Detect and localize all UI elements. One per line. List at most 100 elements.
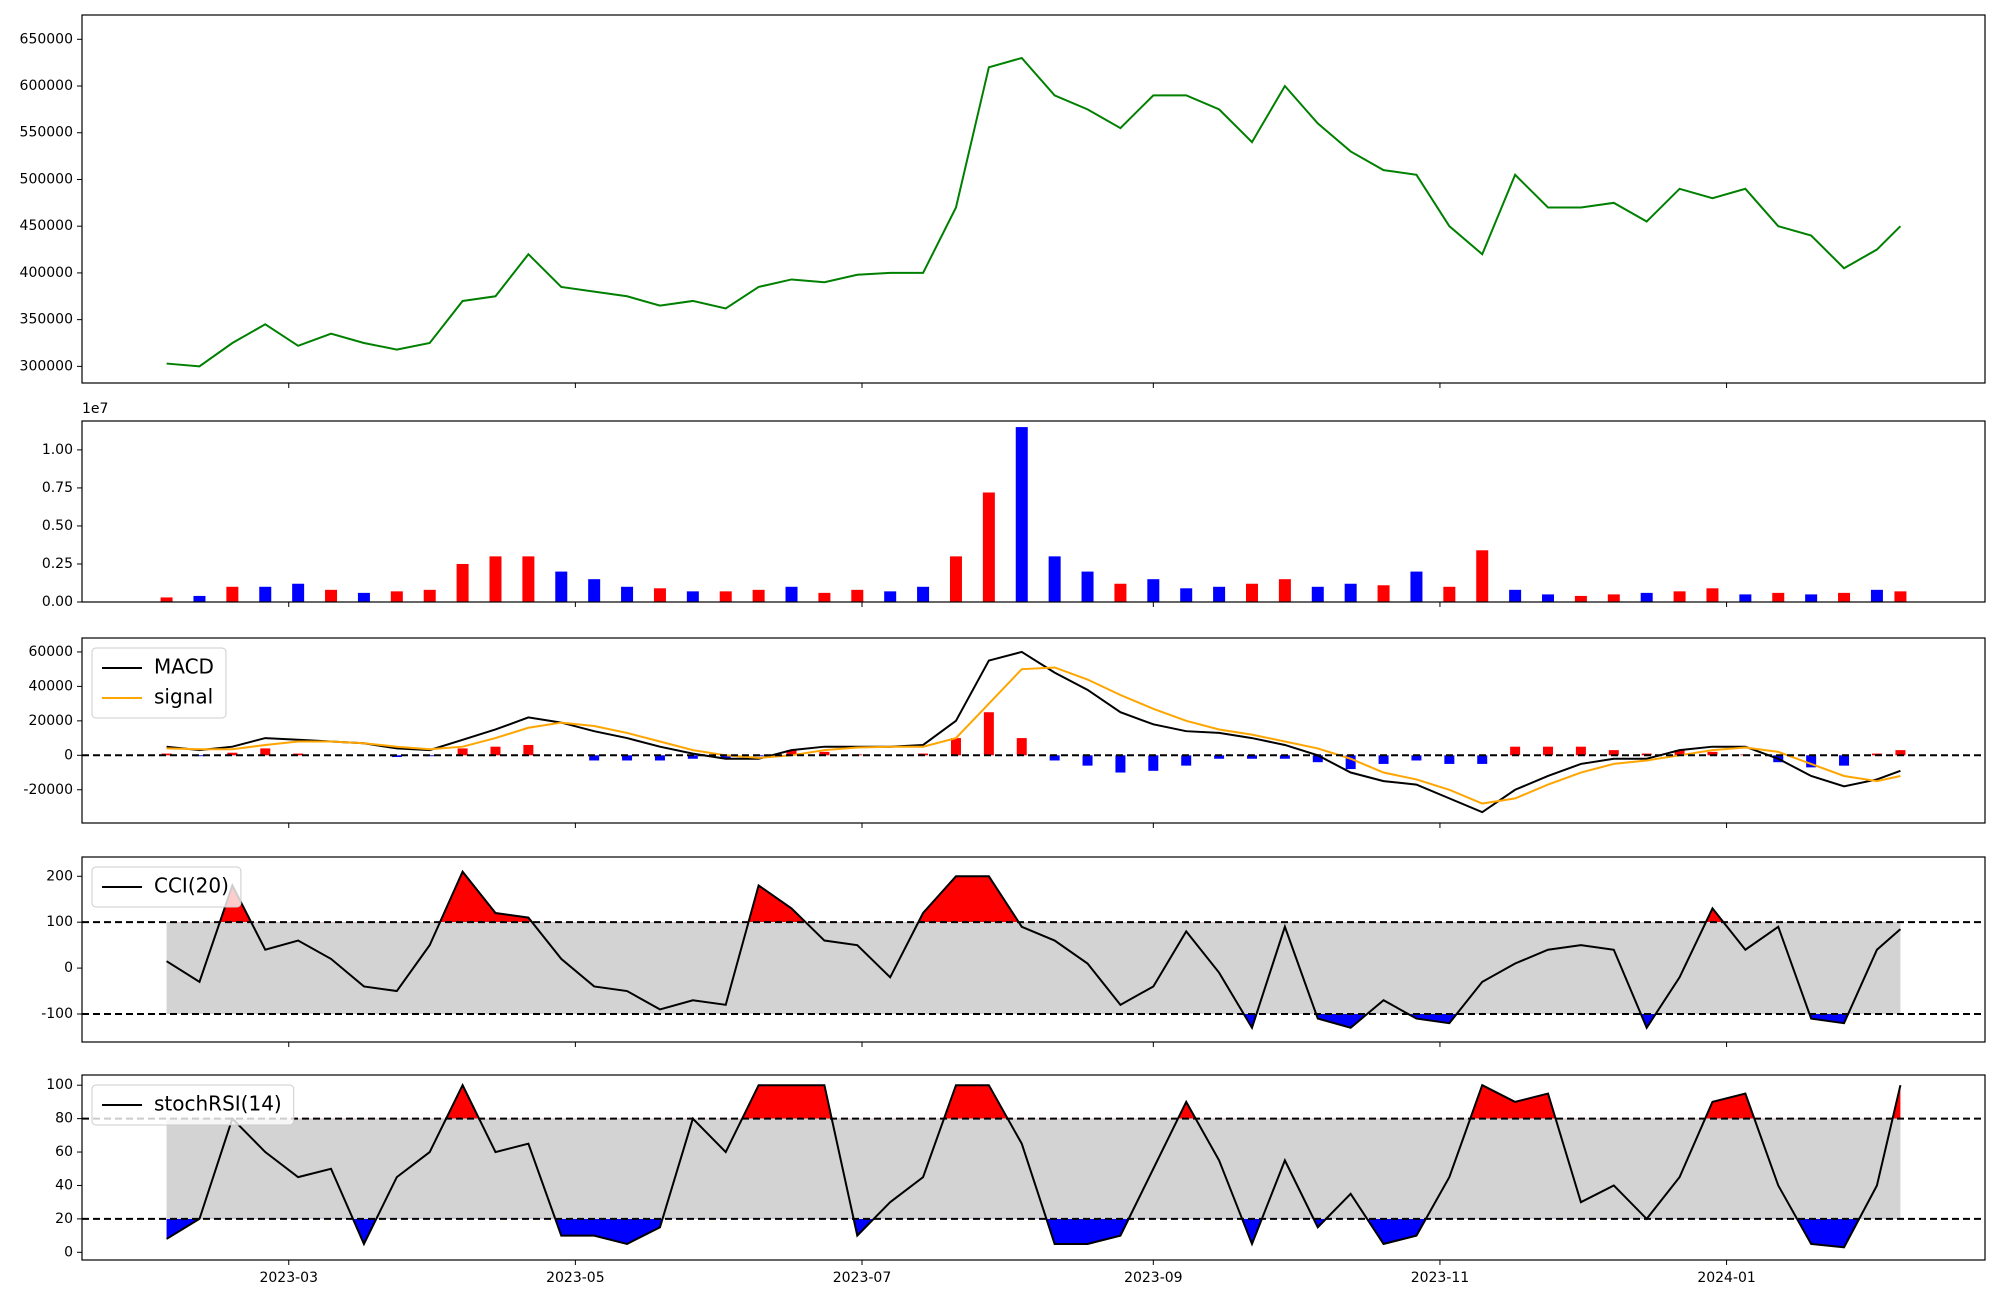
y-tick-label: 100 xyxy=(46,1077,73,1093)
legend-box xyxy=(91,647,227,719)
y-tick-label: 0 xyxy=(64,960,73,976)
histogram-bar xyxy=(161,753,172,756)
histogram-bar xyxy=(1411,755,1422,761)
histogram-bar xyxy=(293,753,304,756)
panel-frame xyxy=(81,420,1986,603)
histogram-bar xyxy=(260,748,271,756)
x-tick-label: 2023-07 xyxy=(833,1270,892,1286)
bar xyxy=(884,591,897,602)
histogram-bar xyxy=(983,712,994,756)
threshold-fill xyxy=(446,1085,1901,1119)
bar xyxy=(522,556,535,602)
bar xyxy=(1278,579,1291,602)
series-line xyxy=(166,869,1902,1031)
panel-frame xyxy=(81,637,1986,824)
bar xyxy=(1574,595,1587,602)
x-tick-label: 2024-01 xyxy=(1697,1270,1756,1286)
panel-frame xyxy=(81,14,1986,384)
bar xyxy=(1344,583,1357,602)
y-tick-label: 0.75 xyxy=(42,480,73,496)
bar xyxy=(1805,594,1818,602)
histogram-bar xyxy=(1016,738,1027,756)
y-tick-label: 550000 xyxy=(20,125,73,141)
bar xyxy=(1739,594,1752,602)
y-tick-label: 0.50 xyxy=(42,518,73,534)
panel-frame xyxy=(81,1074,1986,1261)
bar xyxy=(1147,579,1160,602)
bar xyxy=(1311,586,1324,602)
bar xyxy=(1607,594,1620,602)
histogram-bar xyxy=(194,755,205,757)
bar xyxy=(357,592,370,602)
y-tick-label: 350000 xyxy=(20,312,73,328)
legend-box xyxy=(91,1084,295,1126)
legend-label: MACD xyxy=(154,655,214,679)
y-tick-label: 0.25 xyxy=(42,556,73,572)
series-line xyxy=(166,650,1901,814)
legend-label: stochRSI(14) xyxy=(154,1092,282,1116)
bar xyxy=(226,586,239,602)
bar xyxy=(325,589,338,602)
y-tick-label: -20000 xyxy=(23,782,73,798)
histogram-bar xyxy=(1378,755,1389,764)
bar xyxy=(1081,571,1094,602)
y-tick-label: 300000 xyxy=(20,358,73,374)
y-tick-label: 60 xyxy=(55,1144,73,1160)
histogram-bar xyxy=(1312,755,1323,763)
bar xyxy=(818,592,831,602)
bar xyxy=(686,591,699,602)
y-tick-label: 40000 xyxy=(28,678,73,694)
bar xyxy=(1213,586,1226,602)
y-tick-label: 200 xyxy=(46,868,73,884)
histogram-bar xyxy=(622,755,633,761)
bar xyxy=(193,595,206,602)
histogram-bar xyxy=(1148,755,1159,771)
x-tick-label: 2023-09 xyxy=(1124,1270,1183,1286)
series-line xyxy=(166,666,1901,805)
bar xyxy=(588,579,601,602)
x-tick-label: 2023-03 xyxy=(259,1270,318,1286)
histogram-bar xyxy=(1246,755,1257,759)
bar xyxy=(1870,589,1883,602)
bar xyxy=(1476,550,1489,602)
y-tick-label: 0 xyxy=(64,747,73,763)
bar xyxy=(259,586,272,602)
y-tick-label: 0 xyxy=(64,1244,73,1260)
bar xyxy=(653,588,666,602)
threshold-band xyxy=(166,922,1901,1014)
histogram-bar xyxy=(654,755,665,761)
bar xyxy=(917,586,930,602)
bar xyxy=(1838,592,1851,602)
y-tick-label: 500000 xyxy=(20,171,73,187)
bar xyxy=(752,589,765,602)
histogram-bar xyxy=(720,755,731,759)
bar xyxy=(1377,585,1390,602)
histogram-bar xyxy=(589,755,600,761)
y-tick-label: 0.00 xyxy=(42,594,73,610)
bar xyxy=(160,597,173,602)
histogram-bar xyxy=(1543,746,1554,756)
histogram-bar xyxy=(457,748,468,756)
y-tick-label: 60000 xyxy=(28,644,73,660)
histogram-bar xyxy=(1839,755,1850,766)
bar xyxy=(1114,583,1127,602)
histogram-bar xyxy=(1477,755,1488,764)
legend-label: signal xyxy=(154,685,213,709)
y-tick-label: 400000 xyxy=(20,265,73,281)
histogram-bar xyxy=(786,750,797,756)
bar xyxy=(1015,427,1028,602)
bar xyxy=(1180,588,1193,602)
bar xyxy=(1443,586,1456,602)
bar xyxy=(1542,594,1555,602)
histogram-bar xyxy=(523,744,534,756)
y-tick-label: 1.00 xyxy=(42,442,73,458)
histogram-bar xyxy=(1214,755,1225,759)
histogram-bar xyxy=(1510,746,1521,756)
bar xyxy=(1772,592,1785,602)
y-tick-label: 100 xyxy=(46,914,73,930)
y-tick-label: -100 xyxy=(41,1006,73,1022)
offset-label: 1e7 xyxy=(82,401,108,417)
threshold-band xyxy=(166,1118,1901,1219)
histogram-bar xyxy=(1181,755,1192,766)
bar xyxy=(292,583,305,602)
